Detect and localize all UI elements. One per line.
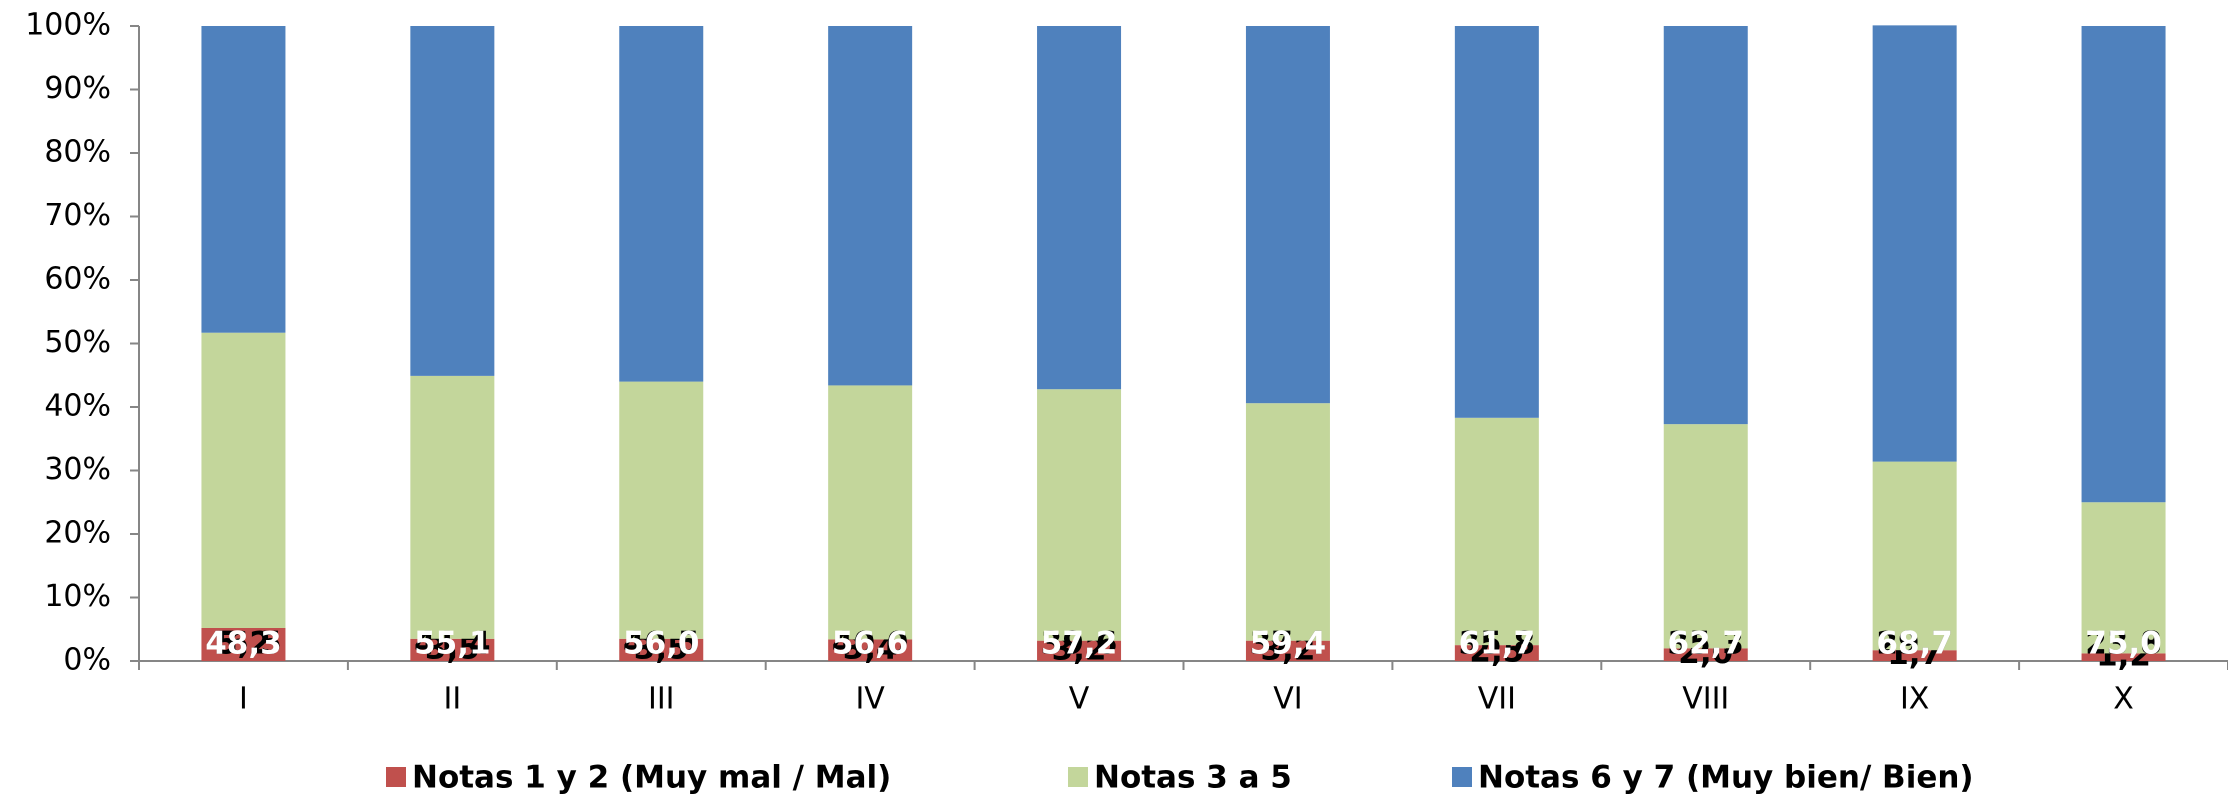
x-tick-label: III [648,682,675,717]
data-label: 40,0 [832,626,909,662]
y-tick-label: 10% [44,579,111,614]
data-label: 29,7 [1876,626,1953,662]
bar-segment [1454,417,1539,646]
bar-segment [828,26,913,386]
data-label: 39,6 [1041,626,1118,662]
data-label: 41,4 [414,626,491,662]
bar-segment [828,385,913,640]
y-tick-label: 90% [44,71,111,106]
x-tick-label: VIII [1682,682,1729,717]
data-label: 48,3 [205,626,282,662]
bar-segment [2081,26,2166,503]
y-tick-label: 0% [63,643,111,678]
bar-segment [1037,26,1122,390]
bar-segment [1245,640,1330,661]
legend-label: Notas 6 y 7 (Muy bien/ Bien) [1478,760,1974,795]
y-tick-label: 100% [25,8,111,43]
bar-segment [1037,389,1122,641]
data-label: 62,7 [1668,626,1745,662]
legend-label: Notas 3 a 5 [1094,760,1292,795]
data-label: 5,2 [216,626,271,662]
y-tick-label: 50% [44,325,111,360]
x-tick-label: X [2113,682,2134,717]
y-tick-label: 20% [44,516,111,551]
bar-segment [410,26,495,376]
bar-segment [201,332,286,628]
bar-segment [828,639,913,661]
y-tick-label: 30% [44,452,111,487]
data-label: 40,5 [623,626,700,662]
data-label: 23,8 [2085,626,2162,662]
bar-segment [1037,640,1122,661]
bar-segment [201,627,286,661]
bar-segment [410,638,495,661]
x-tick-label: V [1069,682,1090,717]
data-label: 35,8 [1459,626,1536,662]
bar-segment [1454,26,1539,418]
data-label: 61,7 [1459,626,1536,662]
bar-segment [1872,461,1957,651]
y-tick-label: 60% [44,262,111,297]
bar-segment [619,26,704,382]
y-tick-label: 80% [44,135,111,170]
legend-swatch [1068,767,1088,787]
x-tick-label: IV [855,682,885,717]
data-label: 59,4 [1250,626,1327,662]
x-tick-label: VI [1273,682,1302,717]
y-tick-label: 40% [44,389,111,424]
data-label: 56,0 [623,626,700,662]
bar-segment [201,26,286,333]
legend-label: Notas 1 y 2 (Muy mal / Mal) [412,760,891,795]
data-label: 35,3 [1668,626,1745,662]
bar-segment [1663,648,1748,661]
x-tick-label: I [239,682,248,717]
data-label: 46,5 [205,626,282,662]
data-label: 57,2 [1041,626,1118,662]
bar-segment [1663,26,1748,425]
bar-segment [1245,26,1330,404]
bar-segment [619,381,704,639]
bar-segment [619,638,704,661]
legend-swatch [386,767,406,787]
bar-segment [410,375,495,639]
data-label: 56,6 [832,626,909,662]
legend-swatch [1452,767,1472,787]
x-tick-label: IX [1900,682,1929,717]
bar-segment [1872,650,1957,661]
bar-segment [2081,653,2166,661]
data-label: 75,0 [2085,626,2162,662]
data-label: 68,7 [1876,626,1953,662]
bar-segment [1872,25,1957,462]
bar-segment [1663,424,1748,649]
x-tick-label: VII [1478,682,1516,717]
x-tick-label: II [443,682,461,717]
bar-segment [1454,645,1539,661]
data-label: 37,4 [1250,626,1327,662]
y-tick-label: 70% [44,198,111,233]
data-label: 55,1 [414,626,491,662]
bar-segment [2081,502,2166,654]
bar-segment [1245,403,1330,641]
